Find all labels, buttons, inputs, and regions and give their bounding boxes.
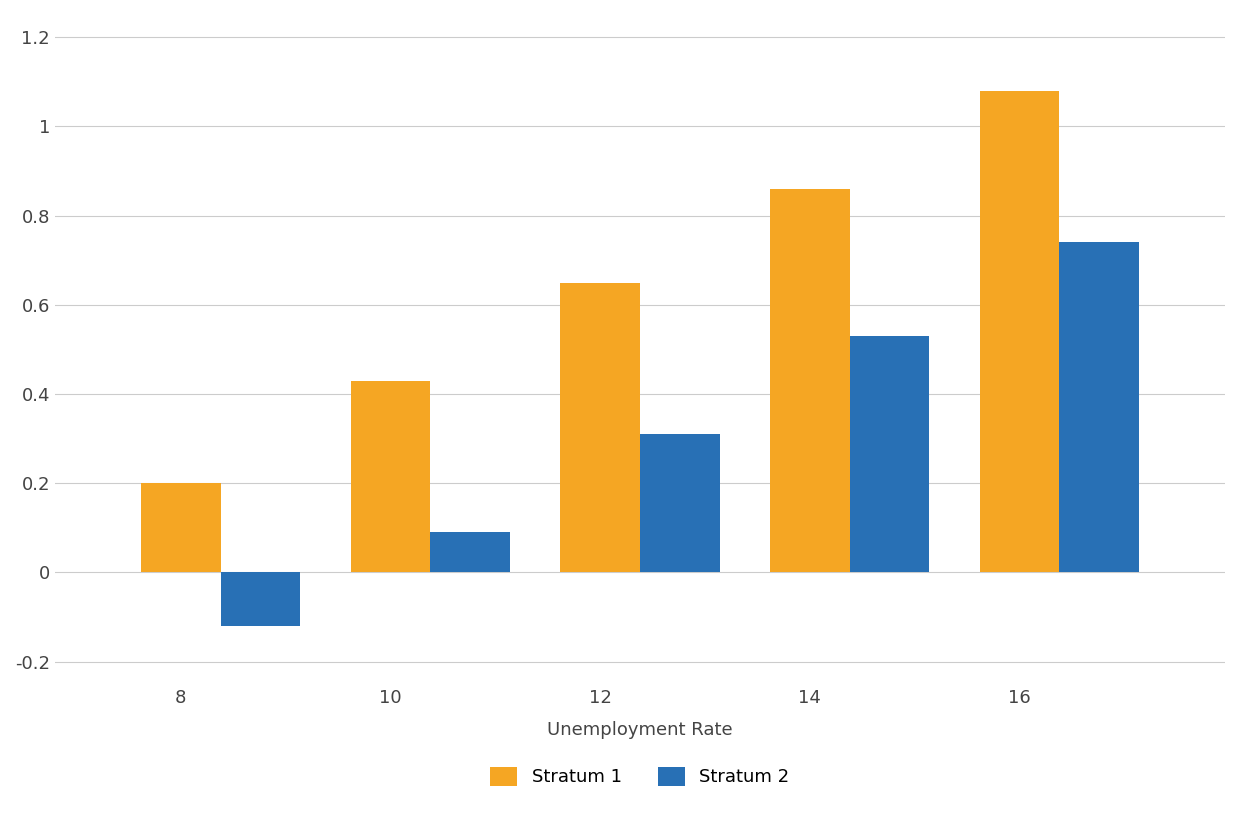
- Legend: Stratum 1, Stratum 2: Stratum 1, Stratum 2: [484, 760, 797, 794]
- Bar: [849, 336, 929, 572]
- Bar: [770, 189, 849, 572]
- Bar: [221, 572, 300, 626]
- Bar: [1059, 243, 1140, 572]
- Bar: [430, 533, 510, 572]
- Bar: [351, 381, 430, 572]
- X-axis label: Unemployment Rate: Unemployment Rate: [547, 721, 733, 738]
- Bar: [560, 282, 640, 572]
- Bar: [980, 91, 1059, 572]
- Bar: [141, 483, 221, 572]
- Bar: [640, 434, 719, 572]
